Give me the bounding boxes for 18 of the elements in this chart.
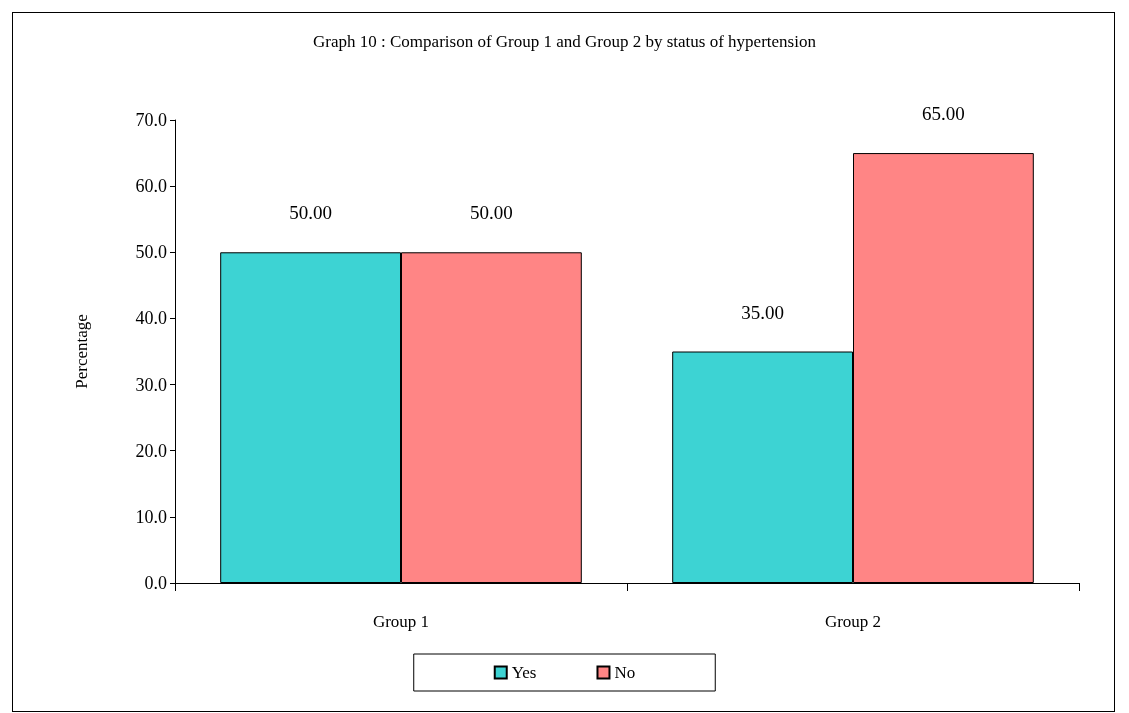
y-tick-label: 60.0 (135, 176, 167, 197)
data-label: 65.00 (922, 103, 965, 125)
data-label: 50.00 (289, 202, 332, 224)
chart-title: Graph 10 : Comparison of Group 1 and Group 2 by status of hypertension (313, 32, 817, 51)
data-label: 35.00 (741, 301, 784, 323)
y-tick-label: 10.0 (135, 506, 167, 527)
legend-label: No (614, 663, 636, 682)
legend-label: Yes (511, 663, 537, 682)
y-tick-label: 50.0 (135, 242, 167, 263)
data-label: 50.00 (470, 202, 513, 224)
y-tick-label: 30.0 (135, 374, 167, 395)
y-axis-title: Percentage (72, 314, 91, 389)
x-tick-label: Group 1 (372, 612, 430, 631)
y-tick-label: 40.0 (135, 308, 167, 329)
y-tick-label: 20.0 (135, 440, 167, 461)
y-tick-label: 70.0 (135, 110, 167, 130)
x-tick-label: Group 2 (824, 612, 882, 631)
y-tick-label: 0.0 (144, 573, 167, 593)
